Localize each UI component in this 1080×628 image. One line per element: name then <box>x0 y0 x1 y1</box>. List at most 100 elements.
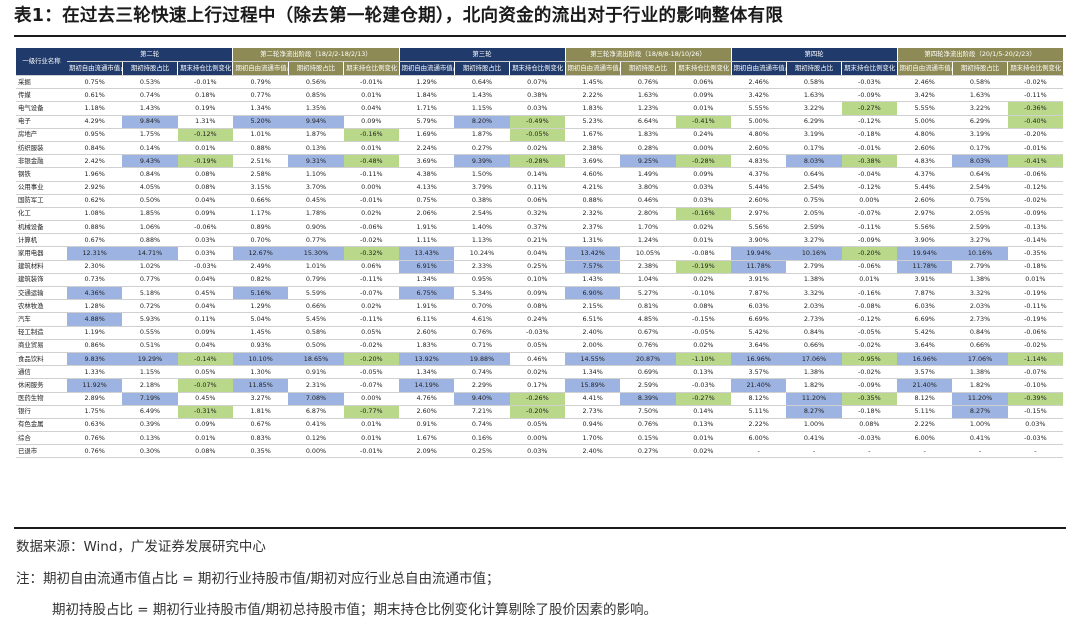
table-cell: - <box>786 444 842 459</box>
table-cell: 2.09% <box>399 444 455 459</box>
table-cell: -0.09% <box>1007 207 1064 222</box>
industry-name: 计算机 <box>16 233 67 248</box>
table-cell: -0.12% <box>1007 181 1064 195</box>
table-cell: 0.04% <box>177 273 233 288</box>
table-cell: -0.32% <box>343 246 399 261</box>
industry-name: 汽车 <box>16 312 67 327</box>
table-cell: 6.03% <box>731 299 787 314</box>
table-cell: -0.14% <box>177 352 233 367</box>
table-cell: 0.21% <box>509 233 566 248</box>
column-header: 期初持股占比 <box>288 61 345 76</box>
table-cell: 0.06% <box>675 75 732 90</box>
table-cell: 0.67% <box>232 418 289 433</box>
table-cell: 0.02% <box>343 299 399 314</box>
table-cell: 0.04% <box>509 246 566 261</box>
table-cell: 11.78% <box>731 260 787 274</box>
group-header: 第二轮净流出阶段（18/2/2-18/2/13） <box>232 48 400 62</box>
table-cell: 1.87% <box>454 128 510 142</box>
table-cell: -0.27% <box>675 392 732 406</box>
table-cell: -0.12% <box>841 115 898 129</box>
table-cell: 0.01% <box>675 233 732 248</box>
table-cell: -0.10% <box>1007 378 1064 393</box>
table-cell: 0.03% <box>509 101 566 116</box>
column-header: 期初持股占比 <box>454 61 511 76</box>
table-cell: 4.21% <box>565 181 621 195</box>
table-cell: 0.03% <box>177 233 233 248</box>
table-cell: -0.28% <box>675 154 732 169</box>
table-cell: 6.29% <box>786 115 842 129</box>
table-cell: 5.11% <box>897 405 953 419</box>
table-cell: -0.11% <box>343 273 399 288</box>
table-cell: 15.89% <box>565 378 621 393</box>
table-cell: 1.83% <box>399 339 455 353</box>
table-cell: 2.89% <box>67 392 123 406</box>
table-row: 银行 1.75% 6.49% -0.31% 1.81% 6.87% -0.77% 2.60% 7… <box>16 405 1064 419</box>
table-cell: 0.01% <box>841 273 898 288</box>
table-cell: -0.77% <box>343 405 399 419</box>
group-header: 第四轮净流出阶段（20/1/5-20/2/23） <box>897 48 1064 62</box>
table-cell: 1.11% <box>399 233 455 248</box>
table-cell: 0.08% <box>509 299 566 314</box>
table-cell: -0.06% <box>841 260 898 274</box>
table-cell: -0.09% <box>841 378 898 393</box>
table-cell: 1.29% <box>399 75 455 90</box>
table-row: 电气设备 1.18% 1.43% 0.19% 1.34% 1.35% 0.04% 1.71% 1… <box>16 101 1064 116</box>
table-cell: 0.15% <box>620 431 676 446</box>
table-cell: 0.76% <box>620 418 676 433</box>
table-cell: 3.79% <box>454 181 510 195</box>
table-cell: 6.64% <box>620 115 676 129</box>
table-cell: 0.84% <box>122 167 178 182</box>
industry-name: 休闲服务 <box>16 378 67 393</box>
column-header: 期初自由流通市值占比 <box>731 61 787 76</box>
table-cell: 4.80% <box>731 128 787 142</box>
table-cell: - <box>897 444 953 459</box>
table-cell: 0.41% <box>288 418 344 433</box>
table-cell: 1.02% <box>122 260 178 274</box>
table-cell: 0.89% <box>232 220 289 235</box>
table-cell: -0.10% <box>675 286 732 301</box>
table-cell: 3.69% <box>399 154 455 169</box>
table-cell: -0.02% <box>841 339 898 353</box>
table-cell: 18.65% <box>288 352 344 367</box>
table-cell: 0.02% <box>675 220 732 235</box>
table-cell: 0.67% <box>620 326 676 340</box>
table-cell: 0.24% <box>509 312 566 327</box>
table-row: 家用电器 12.31% 14.71% 0.03% 12.67% 15.30% -0.32% 1… <box>16 246 1064 261</box>
table-cell: 0.06% <box>343 260 399 274</box>
table-cell: 0.55% <box>122 326 178 340</box>
table-cell: 0.67% <box>67 233 123 248</box>
table-cell: 11.20% <box>786 392 842 406</box>
table-cell: 0.76% <box>67 431 123 446</box>
industry-name: 食品饮料 <box>16 352 67 367</box>
table-row: 采掘 0.75% 0.53% -0.01% 0.79% 0.56% -0.01% 1.29% 0… <box>16 75 1064 90</box>
table-cell: 6.51% <box>565 312 621 327</box>
table-cell: 0.66% <box>288 299 344 314</box>
table-cell: 0.76% <box>67 444 123 459</box>
table-cell: 3.27% <box>786 233 842 248</box>
table-cell: 5.56% <box>897 220 953 235</box>
table-row: 非银金融 2.42% 9.43% -0.19% 2.51% 9.31% -0.48% 3.69… <box>16 154 1064 169</box>
table-cell: 0.01% <box>343 88 399 103</box>
table-cell: 1.75% <box>122 128 178 142</box>
column-header: 期初自由流通市值占比 <box>897 61 953 76</box>
table-cell: 0.13% <box>122 431 178 446</box>
table-cell: 7.50% <box>620 405 676 419</box>
table-cell: 0.09% <box>177 207 233 222</box>
table-cell: 2.59% <box>952 220 1008 235</box>
table-row: 医药生物 2.89% 7.19% 0.45% 3.27% 7.08% 0.00% 4.76% 9… <box>16 392 1064 406</box>
table-cell: 2.49% <box>232 260 289 274</box>
table-cell: 1.34% <box>399 365 455 380</box>
table-cell: 0.90% <box>288 220 344 235</box>
table-cell: 7.08% <box>288 392 344 406</box>
table-cell: 1.38% <box>952 365 1008 380</box>
column-header: 期末持仓比例变化 <box>509 61 566 76</box>
table-cell: -0.08% <box>675 246 732 261</box>
table-cell: 0.76% <box>620 339 676 353</box>
table-cell: 2.54% <box>454 207 510 222</box>
table-cell: 7.19% <box>122 392 178 406</box>
industry-name: 房地产 <box>16 128 67 142</box>
table-cell: 2.80% <box>620 207 676 222</box>
table-cell: -0.06% <box>177 220 233 235</box>
table-cell: 0.19% <box>177 101 233 116</box>
table-row: 公用事业 2.92% 4.05% 0.08% 3.15% 3.70% 0.00% 4.13% 3… <box>16 181 1064 195</box>
